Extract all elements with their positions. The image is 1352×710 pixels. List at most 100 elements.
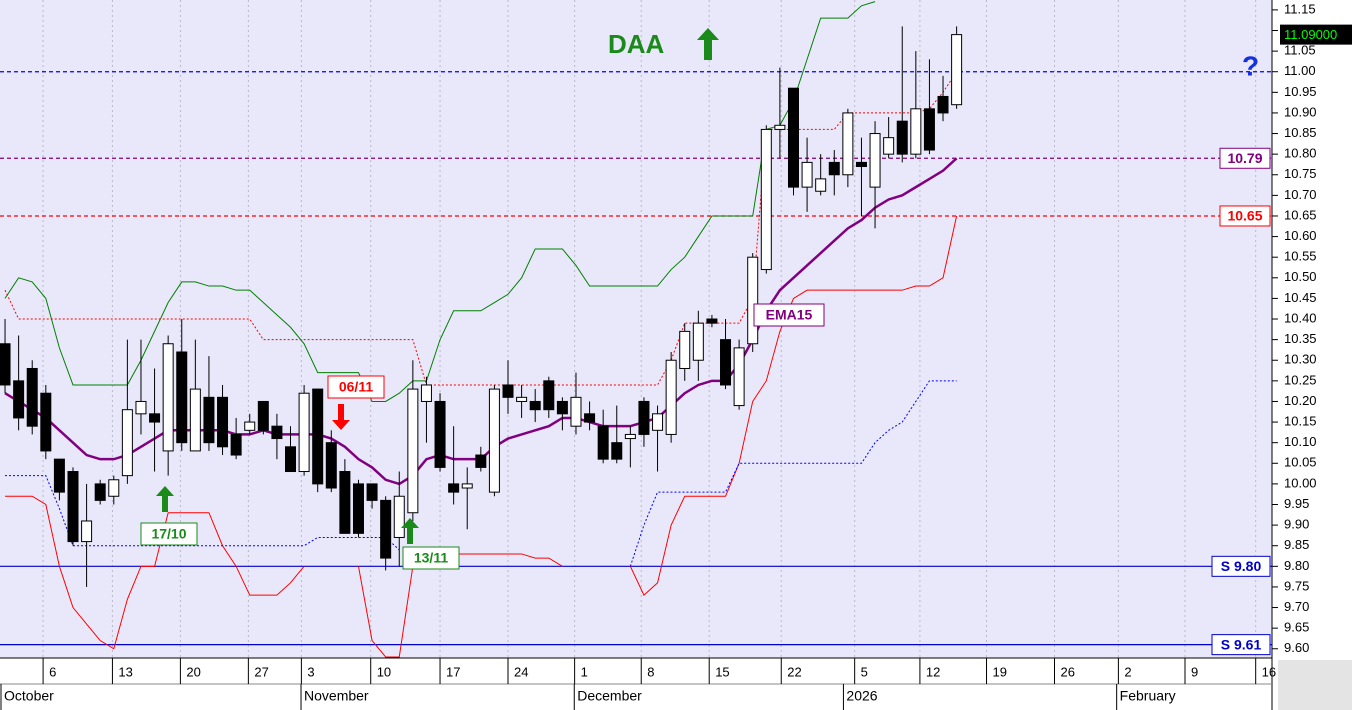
plot-background	[0, 0, 1272, 658]
y-tick-label: 10.10	[1284, 434, 1317, 449]
x-tick-label: 3	[307, 664, 314, 679]
candle-body	[665, 359, 677, 435]
candle-body	[285, 446, 297, 473]
candle-body	[149, 413, 161, 423]
candle-body	[652, 413, 664, 431]
level-label: S 9.61	[1221, 636, 1262, 652]
candle-body	[801, 161, 813, 188]
candle-body	[733, 347, 745, 407]
candle-body	[543, 380, 555, 411]
y-tick-label: 10.35	[1284, 331, 1317, 346]
candle-body	[257, 400, 269, 431]
level-box	[1219, 205, 1271, 227]
signal-box	[402, 546, 460, 570]
candle-body	[679, 330, 691, 369]
x-tick-label: 15	[715, 664, 729, 679]
up-arrow	[697, 28, 719, 60]
x-tick-label: 26	[1060, 664, 1074, 679]
indicator-line	[629, 215, 958, 596]
month-label: October	[4, 688, 54, 704]
candle-body	[162, 343, 174, 452]
candle-body	[298, 392, 310, 473]
candle-body	[461, 483, 473, 489]
corner	[1278, 660, 1352, 710]
x-tick-label: 8	[647, 664, 654, 679]
candle-body	[407, 388, 419, 514]
y-tick-label: 10.40	[1284, 310, 1317, 325]
y-tick-label: 10.85	[1284, 125, 1317, 140]
x-tick-label: 9	[1191, 664, 1198, 679]
candle-body	[937, 95, 949, 114]
y-tick-label: 10.60	[1284, 228, 1317, 243]
candle-body	[271, 425, 283, 440]
candle-body	[883, 137, 895, 155]
candle-body	[896, 120, 908, 155]
candle-body	[584, 413, 596, 423]
chart-title: DAA	[608, 29, 665, 59]
price-label: 11.09000	[1284, 27, 1337, 42]
candle-body	[855, 161, 867, 168]
x-tick-label: 10	[377, 664, 391, 679]
candle-body	[488, 388, 500, 493]
candle-body	[312, 388, 324, 485]
y-tick-label: 11.05	[1284, 43, 1316, 58]
candle-body	[121, 409, 133, 477]
candle-body	[638, 400, 650, 435]
candle-body	[774, 124, 786, 130]
candle-body	[787, 87, 799, 188]
y-tick-label: 10.65	[1284, 207, 1317, 222]
y-tick-label: 9.65	[1284, 620, 1309, 635]
candle-body	[760, 128, 772, 271]
candle-body	[516, 396, 528, 402]
candle-body	[380, 499, 392, 559]
y-tick-label: 9.60	[1284, 640, 1309, 655]
y-tick-label: 10.45	[1284, 290, 1317, 305]
candle-body	[842, 112, 854, 176]
candle-body	[434, 400, 446, 468]
level-label: 10.79	[1227, 150, 1262, 166]
ema-box	[753, 303, 825, 327]
candle-body	[217, 396, 229, 448]
candle-body	[352, 483, 364, 534]
signal-label: 13/11	[414, 550, 448, 566]
x-tick-label: 13	[118, 664, 132, 679]
y-tick-label: 10.70	[1284, 187, 1317, 202]
candle-body	[910, 108, 922, 155]
candle-body	[53, 458, 65, 493]
candle-body	[869, 133, 881, 188]
y-tick-label: 10.95	[1284, 84, 1317, 99]
y-tick-label: 9.80	[1284, 558, 1309, 573]
candle-body	[0, 343, 11, 386]
candle-body	[720, 339, 732, 386]
indicator-line	[5, 495, 305, 650]
candle-body	[67, 471, 79, 543]
y-tick-label: 9.70	[1284, 599, 1309, 614]
price-box	[1280, 24, 1352, 45]
ema-label: EMA15	[766, 307, 813, 323]
y-tick-label: 9.90	[1284, 517, 1309, 532]
candle-body	[692, 322, 704, 361]
candle-body	[828, 161, 840, 176]
up-arrow	[156, 486, 174, 512]
y-tick-label: 9.85	[1284, 537, 1309, 552]
candle-body	[81, 520, 93, 543]
signal-label: 17/10	[151, 526, 186, 542]
signal-box	[327, 375, 385, 399]
y-tick-label: 9.75	[1284, 578, 1309, 593]
candle-body	[502, 384, 514, 398]
x-tick-label: 17	[446, 664, 460, 679]
indicator-line	[4, 71, 958, 386]
y-tick-label: 11.00	[1284, 63, 1316, 78]
x-tick-label: 19	[993, 664, 1007, 679]
x-tick-label: 22	[787, 664, 801, 679]
candle-body	[556, 400, 568, 415]
candle-body	[13, 380, 25, 419]
y-tick-label: 10.15	[1284, 414, 1317, 429]
candle-body	[40, 392, 52, 452]
candle-body	[706, 318, 718, 324]
indicator-line	[629, 380, 957, 567]
x-tick-label: 27	[254, 664, 268, 679]
level-box	[1219, 147, 1271, 169]
up-arrow	[401, 518, 419, 544]
